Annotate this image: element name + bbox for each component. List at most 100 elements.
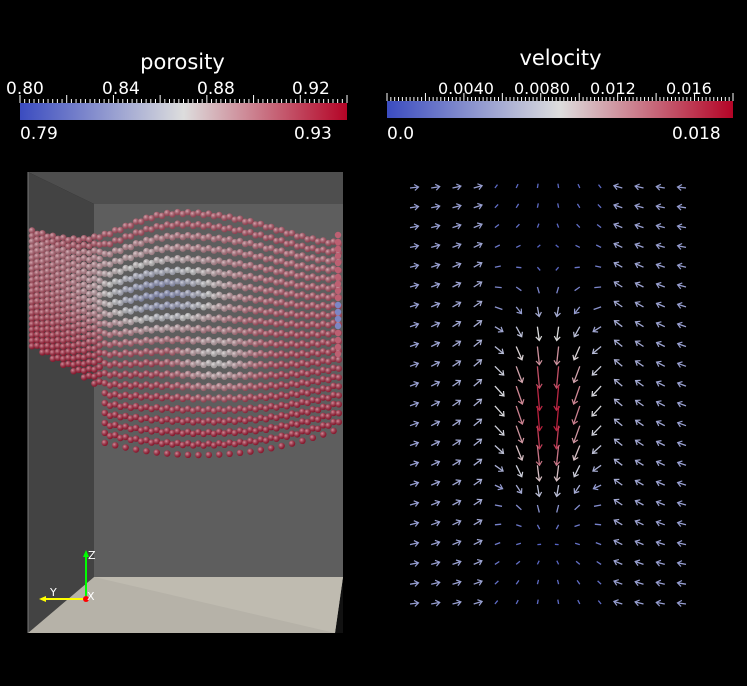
particle-shading [112,360,119,367]
axis-z-label: Z [88,549,96,562]
particle-shading [91,240,98,247]
particle-shading [138,328,145,335]
particle-shading [148,372,155,379]
particle-shading [138,229,145,236]
velocity-tick-2: 0.0080 [514,79,570,98]
particle-shading [190,384,197,391]
particle-shading [132,316,140,323]
particle-shading [164,244,171,251]
particle-shading [112,267,119,275]
particle-shading [158,246,166,254]
particle-shading [65,305,72,312]
particle-shading [70,311,77,318]
particle-shading [153,223,160,230]
particle-shading [106,291,114,298]
particle-shading [200,361,207,368]
particle-shading [101,369,109,377]
velocity-arrow [555,266,560,271]
particle-shading [122,423,129,430]
particle-shading [101,290,109,297]
particle-shading [143,370,150,377]
particle-shading [112,442,119,449]
particle-shading [44,348,51,355]
particle-shading [174,278,181,285]
particle-shading [70,361,77,368]
particle-shading [132,348,140,355]
particle-shading [184,278,192,285]
particle-shading [54,330,62,338]
particle-shading [138,306,145,313]
particle-shading [164,370,171,377]
particle-shading [106,402,114,409]
particle-shading [143,303,150,310]
particle-shading [174,370,181,377]
particle-shading [112,421,119,428]
velocity-arrow [595,244,602,248]
particle-shading [205,313,212,321]
velocity-arrow [595,265,602,268]
particle-shading [106,341,114,349]
particle-shading [28,276,36,284]
velocity-arrow [556,504,560,513]
velocity-arrow [494,600,499,605]
porosity-bar-title: porosity [140,50,225,74]
particle-shading [34,253,41,260]
particle-shading [195,382,202,389]
particle-shading [86,324,93,332]
particle-shading [195,347,202,355]
particle-shading [210,293,218,300]
particle-shading [91,303,98,310]
particle-shading [143,247,150,255]
particle-shading [127,351,134,358]
particle-shading [190,211,197,218]
particle-shading [34,297,41,305]
particle-shading [101,330,109,337]
particle-shading [117,289,124,296]
particle-shading [96,313,103,320]
velocity-arrow [557,203,560,208]
particle-shading [117,393,124,400]
particle-shading [174,255,181,262]
particle-shading [101,429,109,436]
particle-shading [122,359,129,367]
particle-shading [210,247,218,254]
particle-shading [34,258,41,266]
particle-shading [216,337,223,344]
particle-shading [28,238,36,245]
velocity-arrow [595,541,602,546]
particle-shading [138,383,145,390]
particle-shading [117,382,124,390]
particle-shading [153,336,160,343]
velocity-arrow [536,579,540,585]
particle-shading [117,424,124,431]
particle-shading [143,225,150,233]
particle-shading [153,381,160,388]
particle-shading [174,428,181,435]
velocity-arrow [596,223,602,229]
particle-shading [195,267,202,274]
particle-shading [28,321,36,328]
particle-shading [158,394,166,402]
particle-shading [205,382,212,390]
particle-shading [179,257,186,264]
particle-shading [101,360,109,367]
particle-shading [101,399,109,407]
particle-shading [210,361,218,369]
particle-shading [44,337,51,344]
particle-shading [117,226,124,234]
particle-shading [60,325,67,332]
particle-shading [195,405,202,412]
velocity-arrow [494,203,499,209]
particle-shading [70,368,77,375]
particle-shading [174,324,181,331]
particle-shading [164,358,171,366]
particle-shading [158,281,166,288]
particle-shading [34,275,41,282]
velocity-arrow [593,504,602,507]
particle-shading [153,426,160,434]
velocity-arrow [574,524,580,528]
particle-shading [70,241,77,248]
particle-shading [101,240,109,247]
particle-shading [44,233,51,240]
particle-shading [106,261,114,268]
